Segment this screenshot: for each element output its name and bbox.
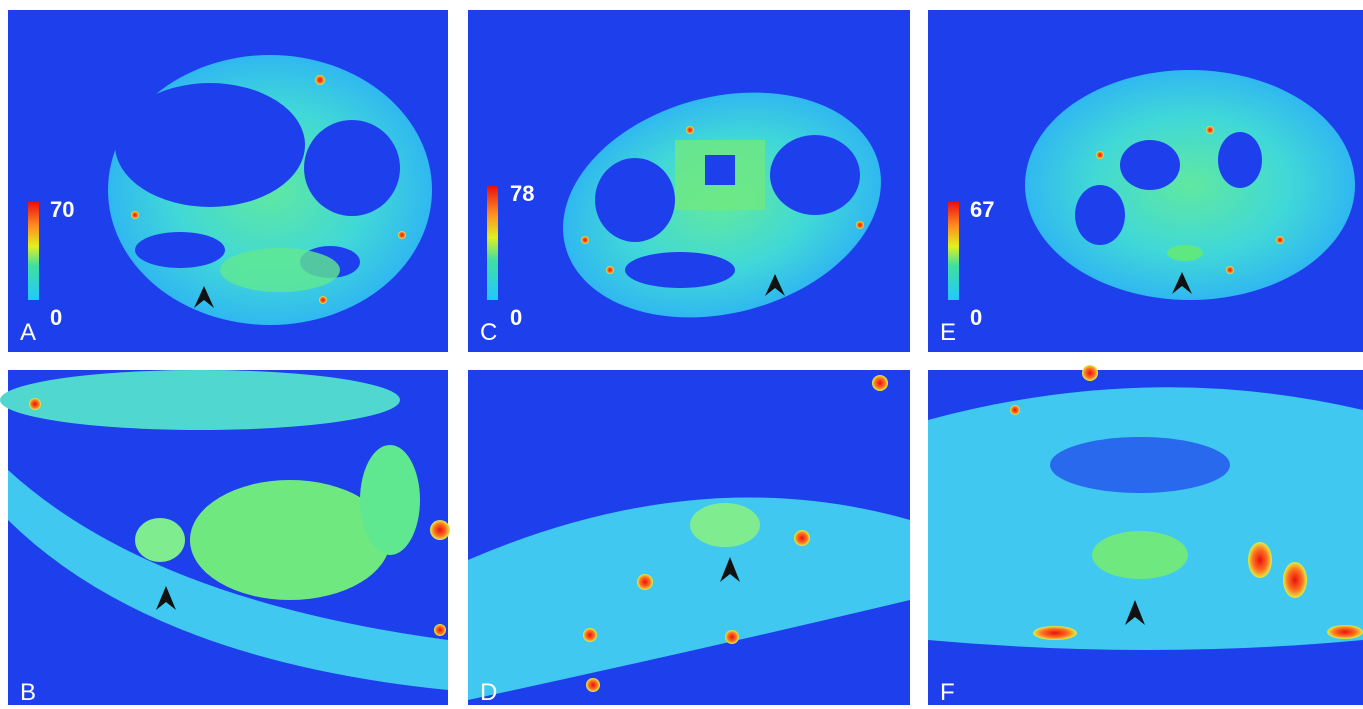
- scale-max: 67: [970, 197, 994, 222]
- map-e: [1025, 70, 1355, 300]
- scale-min: 0: [510, 305, 522, 330]
- scale-min: 0: [50, 305, 62, 330]
- map-a: [108, 55, 432, 325]
- color-bar: [28, 202, 39, 300]
- color-bar: [948, 202, 959, 300]
- color-bar: [487, 186, 498, 300]
- scale-min: 0: [970, 305, 982, 330]
- panel-label: C: [480, 319, 497, 346]
- panel-label: A: [20, 319, 36, 346]
- figure: 70 0 78 0 67 0 A C E B D F: [0, 0, 1363, 709]
- panel-label: E: [940, 319, 956, 346]
- panel-label: F: [940, 679, 955, 706]
- scale-max: 70: [50, 197, 74, 222]
- panel-label: D: [480, 679, 497, 706]
- panel-label: B: [20, 679, 36, 706]
- scale-max: 78: [510, 181, 534, 206]
- map-f: [928, 365, 1363, 650]
